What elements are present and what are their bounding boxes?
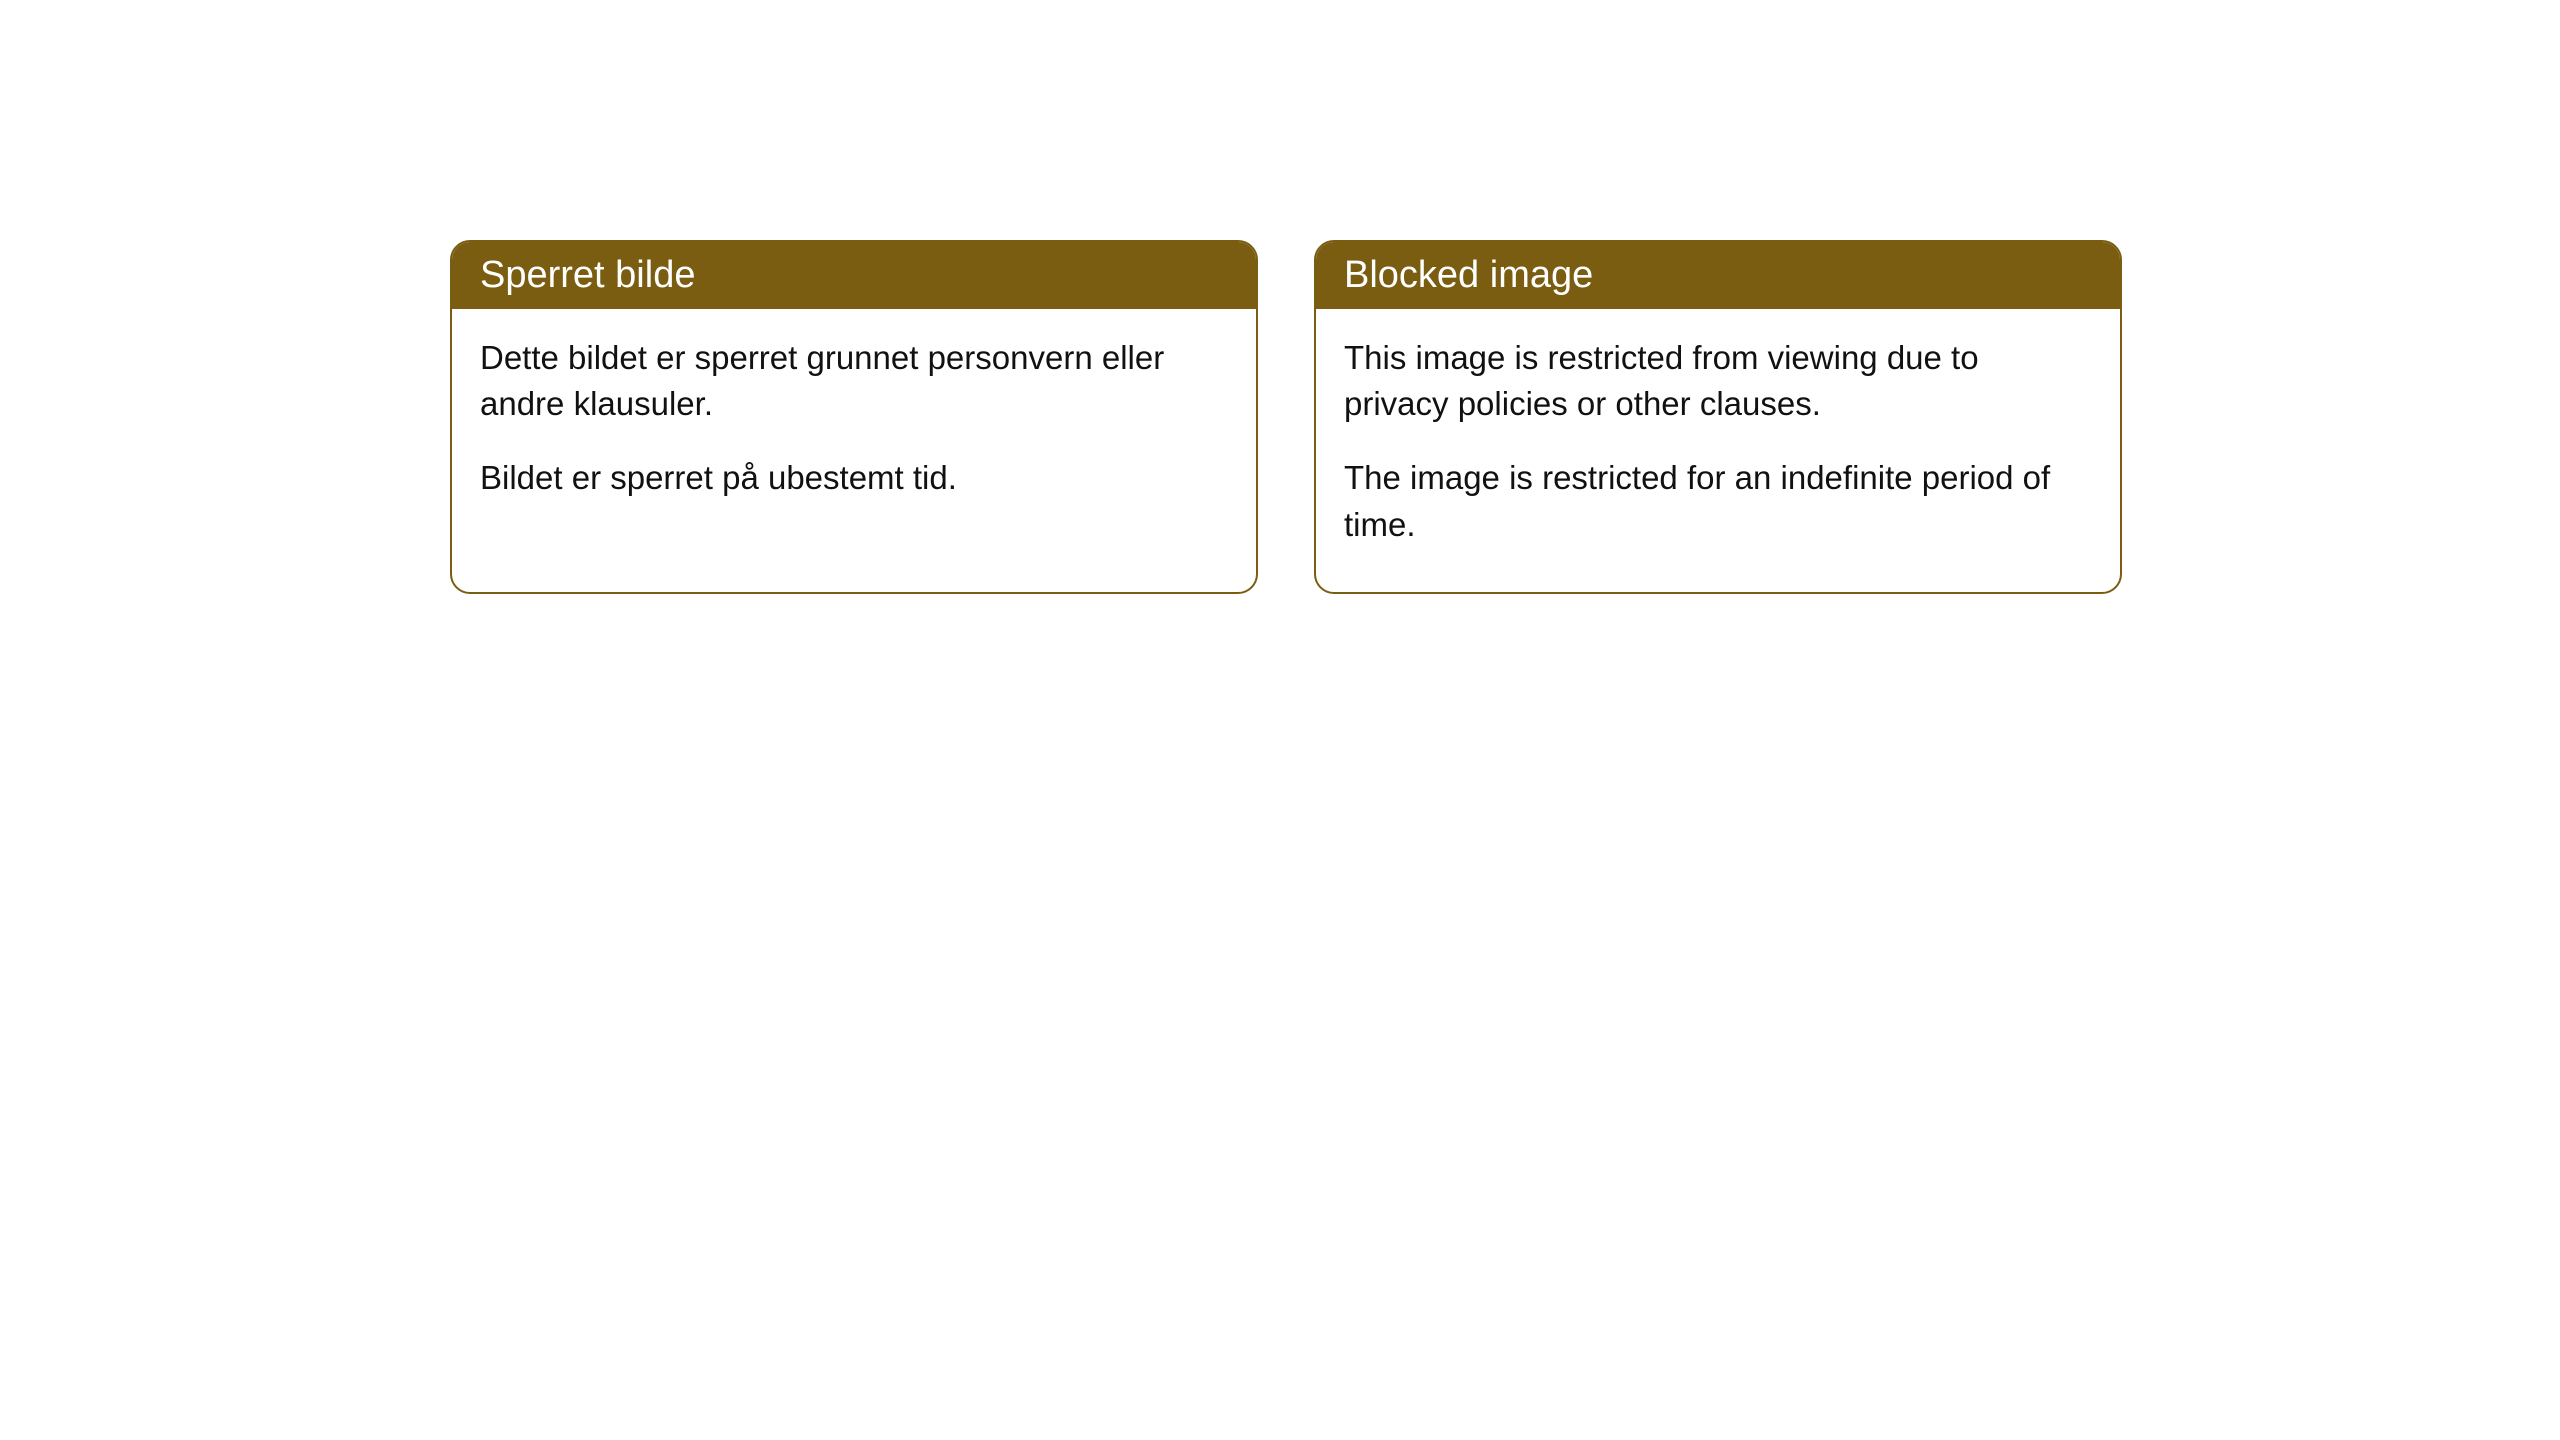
card-header: Sperret bilde	[452, 242, 1256, 309]
card-header: Blocked image	[1316, 242, 2120, 309]
notice-card-norwegian: Sperret bilde Dette bildet er sperret gr…	[450, 240, 1258, 594]
notice-cards-container: Sperret bilde Dette bildet er sperret gr…	[450, 240, 2122, 594]
card-body: This image is restricted from viewing du…	[1316, 309, 2120, 592]
card-paragraph: The image is restricted for an indefinit…	[1344, 455, 2092, 547]
card-paragraph: Dette bildet er sperret grunnet personve…	[480, 335, 1228, 427]
card-paragraph: Bildet er sperret på ubestemt tid.	[480, 455, 1228, 501]
notice-card-english: Blocked image This image is restricted f…	[1314, 240, 2122, 594]
card-paragraph: This image is restricted from viewing du…	[1344, 335, 2092, 427]
card-body: Dette bildet er sperret grunnet personve…	[452, 309, 1256, 546]
